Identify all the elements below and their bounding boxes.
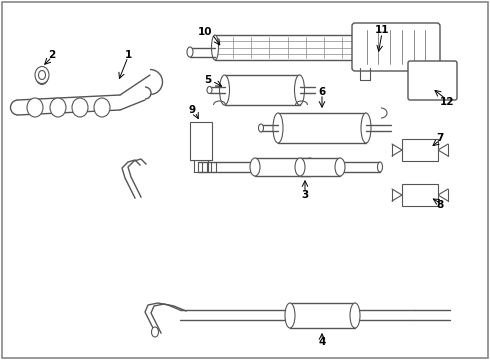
Ellipse shape xyxy=(350,303,360,328)
Ellipse shape xyxy=(335,158,345,176)
Bar xyxy=(402,184,438,206)
Ellipse shape xyxy=(39,71,46,80)
Bar xyxy=(290,303,355,328)
Ellipse shape xyxy=(259,124,264,132)
Text: 8: 8 xyxy=(437,200,443,210)
Ellipse shape xyxy=(35,67,49,84)
Ellipse shape xyxy=(50,98,66,117)
Bar xyxy=(215,35,360,60)
FancyBboxPatch shape xyxy=(408,61,457,100)
Text: 10: 10 xyxy=(198,27,212,37)
Text: 2: 2 xyxy=(49,50,56,60)
Bar xyxy=(300,158,340,176)
Ellipse shape xyxy=(220,75,229,105)
Ellipse shape xyxy=(294,75,304,105)
Ellipse shape xyxy=(72,98,88,117)
Ellipse shape xyxy=(198,132,203,138)
Text: 7: 7 xyxy=(436,133,443,143)
Ellipse shape xyxy=(151,327,158,337)
Ellipse shape xyxy=(285,303,295,328)
Bar xyxy=(255,158,310,176)
Bar xyxy=(278,113,366,143)
Ellipse shape xyxy=(377,162,383,172)
Text: 12: 12 xyxy=(440,97,454,107)
Text: 1: 1 xyxy=(124,50,132,60)
Ellipse shape xyxy=(187,47,193,57)
Ellipse shape xyxy=(27,98,43,117)
Ellipse shape xyxy=(94,98,110,117)
Ellipse shape xyxy=(250,158,260,176)
Text: 3: 3 xyxy=(301,190,309,200)
Text: 9: 9 xyxy=(189,105,196,115)
Text: 11: 11 xyxy=(375,25,389,35)
Ellipse shape xyxy=(295,158,305,176)
Ellipse shape xyxy=(273,113,283,143)
FancyBboxPatch shape xyxy=(352,23,440,71)
Ellipse shape xyxy=(198,147,203,153)
Ellipse shape xyxy=(36,69,48,85)
Ellipse shape xyxy=(361,113,371,143)
Ellipse shape xyxy=(357,35,364,60)
Ellipse shape xyxy=(305,158,315,176)
Ellipse shape xyxy=(212,35,219,60)
Text: 4: 4 xyxy=(318,337,326,347)
Text: 6: 6 xyxy=(318,87,326,97)
Ellipse shape xyxy=(207,86,212,94)
Bar xyxy=(190,122,212,160)
Text: 5: 5 xyxy=(204,75,212,85)
Bar xyxy=(224,75,299,105)
Bar xyxy=(402,139,438,161)
